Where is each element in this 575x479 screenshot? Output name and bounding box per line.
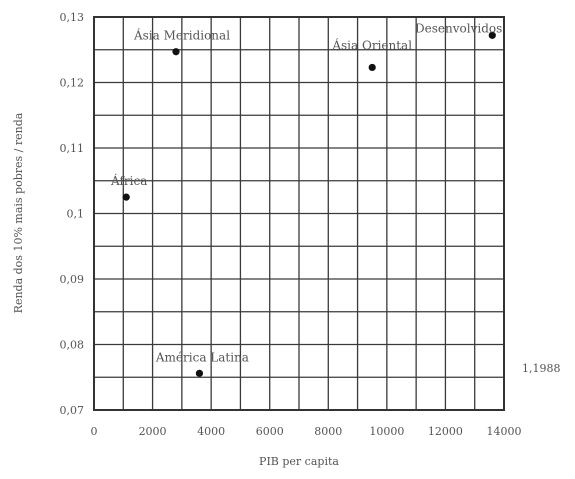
plot-frame	[93, 16, 505, 411]
x-tick-label: 0	[91, 425, 98, 438]
x-tick-label: 8000	[314, 425, 342, 438]
point-label: Desenvolvidos	[415, 21, 502, 35]
x-tick-label: 12000	[428, 425, 463, 438]
x-tick-label: 10000	[369, 425, 404, 438]
data-point	[368, 63, 376, 72]
y-ticks: 0,07 0,08 0,09 0,1 0,11 0,12 0,13	[60, 11, 85, 417]
data-point	[488, 31, 496, 39]
x-tick-label: 6000	[256, 425, 284, 438]
point-label: América Latina	[155, 350, 249, 364]
y-axis-title: Renda dos 10% mais pobres / renda	[12, 112, 25, 313]
y-tick-label: 0,13	[60, 11, 85, 24]
x-ticks: 0 2000 4000 6000 8000 10000 12000 14000	[91, 425, 522, 438]
y-tick-label: 0,1	[67, 208, 85, 221]
y-tick-label: 0,12	[60, 77, 85, 90]
y-tick-label: 0,08	[60, 339, 85, 352]
point-label: África	[110, 173, 147, 188]
data-point	[122, 193, 130, 201]
x-tick-label: 4000	[197, 425, 225, 438]
x-tick-label: 2000	[139, 425, 167, 438]
data-point	[195, 369, 204, 377]
side-note: 1,1988	[522, 362, 561, 375]
grid	[94, 17, 504, 410]
y-tick-label: 0,07	[60, 404, 85, 417]
data-point	[172, 48, 180, 56]
point-label: Ásia Oriental	[331, 37, 412, 52]
y-tick-label: 0,11	[60, 142, 85, 155]
x-axis-title: PIB per capita	[259, 455, 339, 468]
x-tick-label: 14000	[487, 425, 522, 438]
data-points: África Ásia Meridional América Latina Ásia …	[110, 21, 502, 377]
y-tick-label: 0,09	[60, 273, 85, 286]
point-label: Ásia Meridional	[133, 28, 230, 43]
